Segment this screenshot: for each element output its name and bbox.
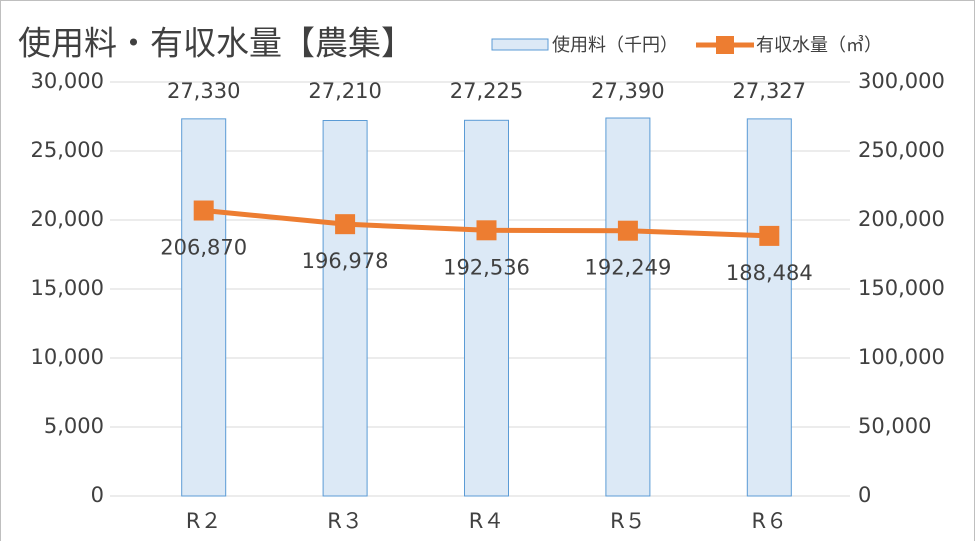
legend-label: 使用料（千円） — [552, 35, 678, 56]
y2-tick-label: 200,000 — [858, 207, 945, 231]
bar-value-label: 27,390 — [591, 79, 664, 103]
bar — [322, 120, 368, 497]
y-tick-label: 20,000 — [31, 207, 104, 231]
bar — [464, 119, 509, 497]
bar — [605, 117, 651, 497]
x-tick-label: R３ — [327, 509, 363, 533]
y-tick-label: 25,000 — [31, 138, 104, 162]
y2-tick-label: 100,000 — [858, 345, 945, 369]
line-marker — [759, 225, 780, 246]
x-tick-label: R６ — [752, 509, 788, 533]
line-marker — [335, 214, 356, 235]
bar — [181, 118, 227, 497]
bar-value-label: 27,210 — [308, 79, 381, 103]
y-tick-label: 15,000 — [31, 276, 104, 300]
legend-swatch — [491, 38, 549, 51]
y2-tick-label: 0 — [858, 483, 871, 507]
x-tick-label: R４ — [469, 509, 505, 533]
y2-tick-label: 250,000 — [858, 138, 945, 162]
line-value-label: 206,870 — [160, 236, 247, 260]
line-value-label: 192,536 — [443, 255, 530, 279]
bar-value-label: 27,225 — [450, 79, 523, 103]
y2-tick-label: 150,000 — [858, 276, 945, 300]
line-value-label: 196,978 — [302, 249, 389, 273]
bar-value-label: 27,327 — [733, 79, 806, 103]
x-tick-label: R５ — [610, 509, 646, 533]
y-tick-label: 30,000 — [31, 69, 104, 93]
legend-label: 有収水量（㎥） — [756, 35, 882, 56]
line-value-label: 188,484 — [726, 261, 813, 285]
x-tick-label: R２ — [186, 509, 222, 533]
legend-swatch — [716, 36, 734, 54]
y2-tick-label: 50,000 — [858, 414, 931, 438]
bar-value-label: 27,330 — [167, 79, 240, 103]
bar — [746, 118, 792, 497]
chart-title: 使用料・有収水量【農集】 — [18, 24, 414, 63]
y-tick-label: 10,000 — [31, 345, 104, 369]
y-tick-label: 5,000 — [44, 414, 104, 438]
line-marker — [193, 200, 214, 221]
y-tick-label: 0 — [91, 483, 104, 507]
line-value-label: 192,249 — [584, 256, 671, 280]
y2-tick-label: 300,000 — [858, 69, 945, 93]
line-marker — [617, 220, 638, 241]
line-marker — [476, 220, 497, 241]
